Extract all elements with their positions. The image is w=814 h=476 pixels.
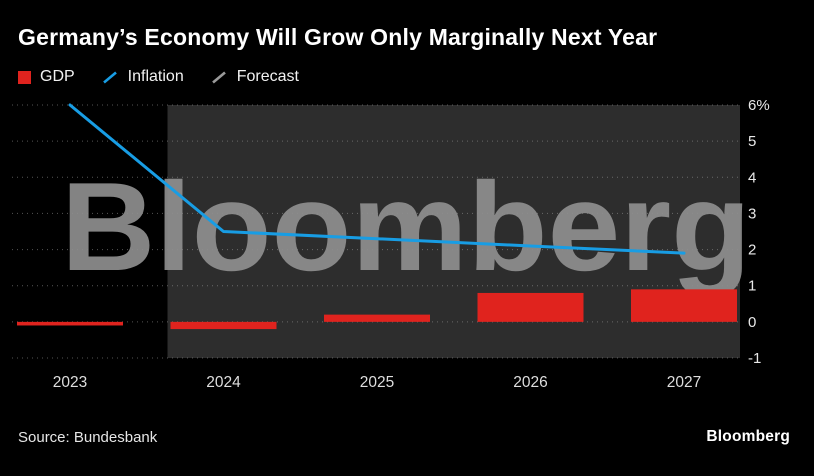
x-axis-label-2024: 2024	[206, 374, 241, 391]
diagonal-line-icon	[211, 71, 226, 83]
gdp-bar-2027	[631, 289, 737, 322]
legend-label-gdp: GDP	[40, 68, 75, 85]
source-label: Source: Bundesbank	[18, 429, 158, 446]
inflation-marker-line	[102, 71, 117, 83]
y-axis-tick-label: 2	[748, 242, 756, 259]
gdp-bar-2026	[477, 292, 584, 322]
y-axis-tick-label: 1	[748, 278, 756, 295]
gdp-swatch-icon	[18, 70, 31, 84]
bloomberg-logo: Bloomberg	[706, 428, 790, 445]
y-axis-tick-label: 6%	[748, 97, 770, 114]
x-axis-label-2025: 2025	[360, 374, 394, 391]
x-axis-label-2027: 2027	[667, 374, 701, 391]
y-axis-tick-label: 5	[748, 133, 756, 150]
forecast-marker-line	[211, 71, 226, 83]
gdp-bar-2023	[17, 321, 123, 326]
y-axis-tick-label: 4	[748, 169, 756, 186]
legend-label-inflation: Inflation	[127, 68, 184, 85]
diagonal-line-icon	[102, 71, 117, 83]
legend-item-forecast: Forecast	[210, 68, 299, 86]
x-axis-label-2023: 2023	[53, 374, 87, 391]
legend-item-inflation: Inflation	[101, 68, 184, 86]
legend-item-gdp: GDP	[18, 68, 75, 86]
gdp-bar-2024	[170, 321, 277, 330]
gdp-bar-2025	[324, 314, 430, 322]
inflation-line	[68, 103, 686, 255]
x-axis-label-2026: 2026	[513, 374, 547, 391]
y-axis-tick-label: 0	[748, 314, 756, 331]
chart-legend: GDP Inflation Forecast	[18, 68, 299, 86]
y-axis-tick-label: -1	[748, 350, 761, 367]
y-axis-tick-label: 3	[748, 205, 756, 222]
watermark: Bloomberg	[61, 156, 751, 297]
legend-label-forecast: Forecast	[236, 68, 299, 85]
page-title: Germany’s Economy Will Grow Only Margina…	[18, 24, 658, 50]
